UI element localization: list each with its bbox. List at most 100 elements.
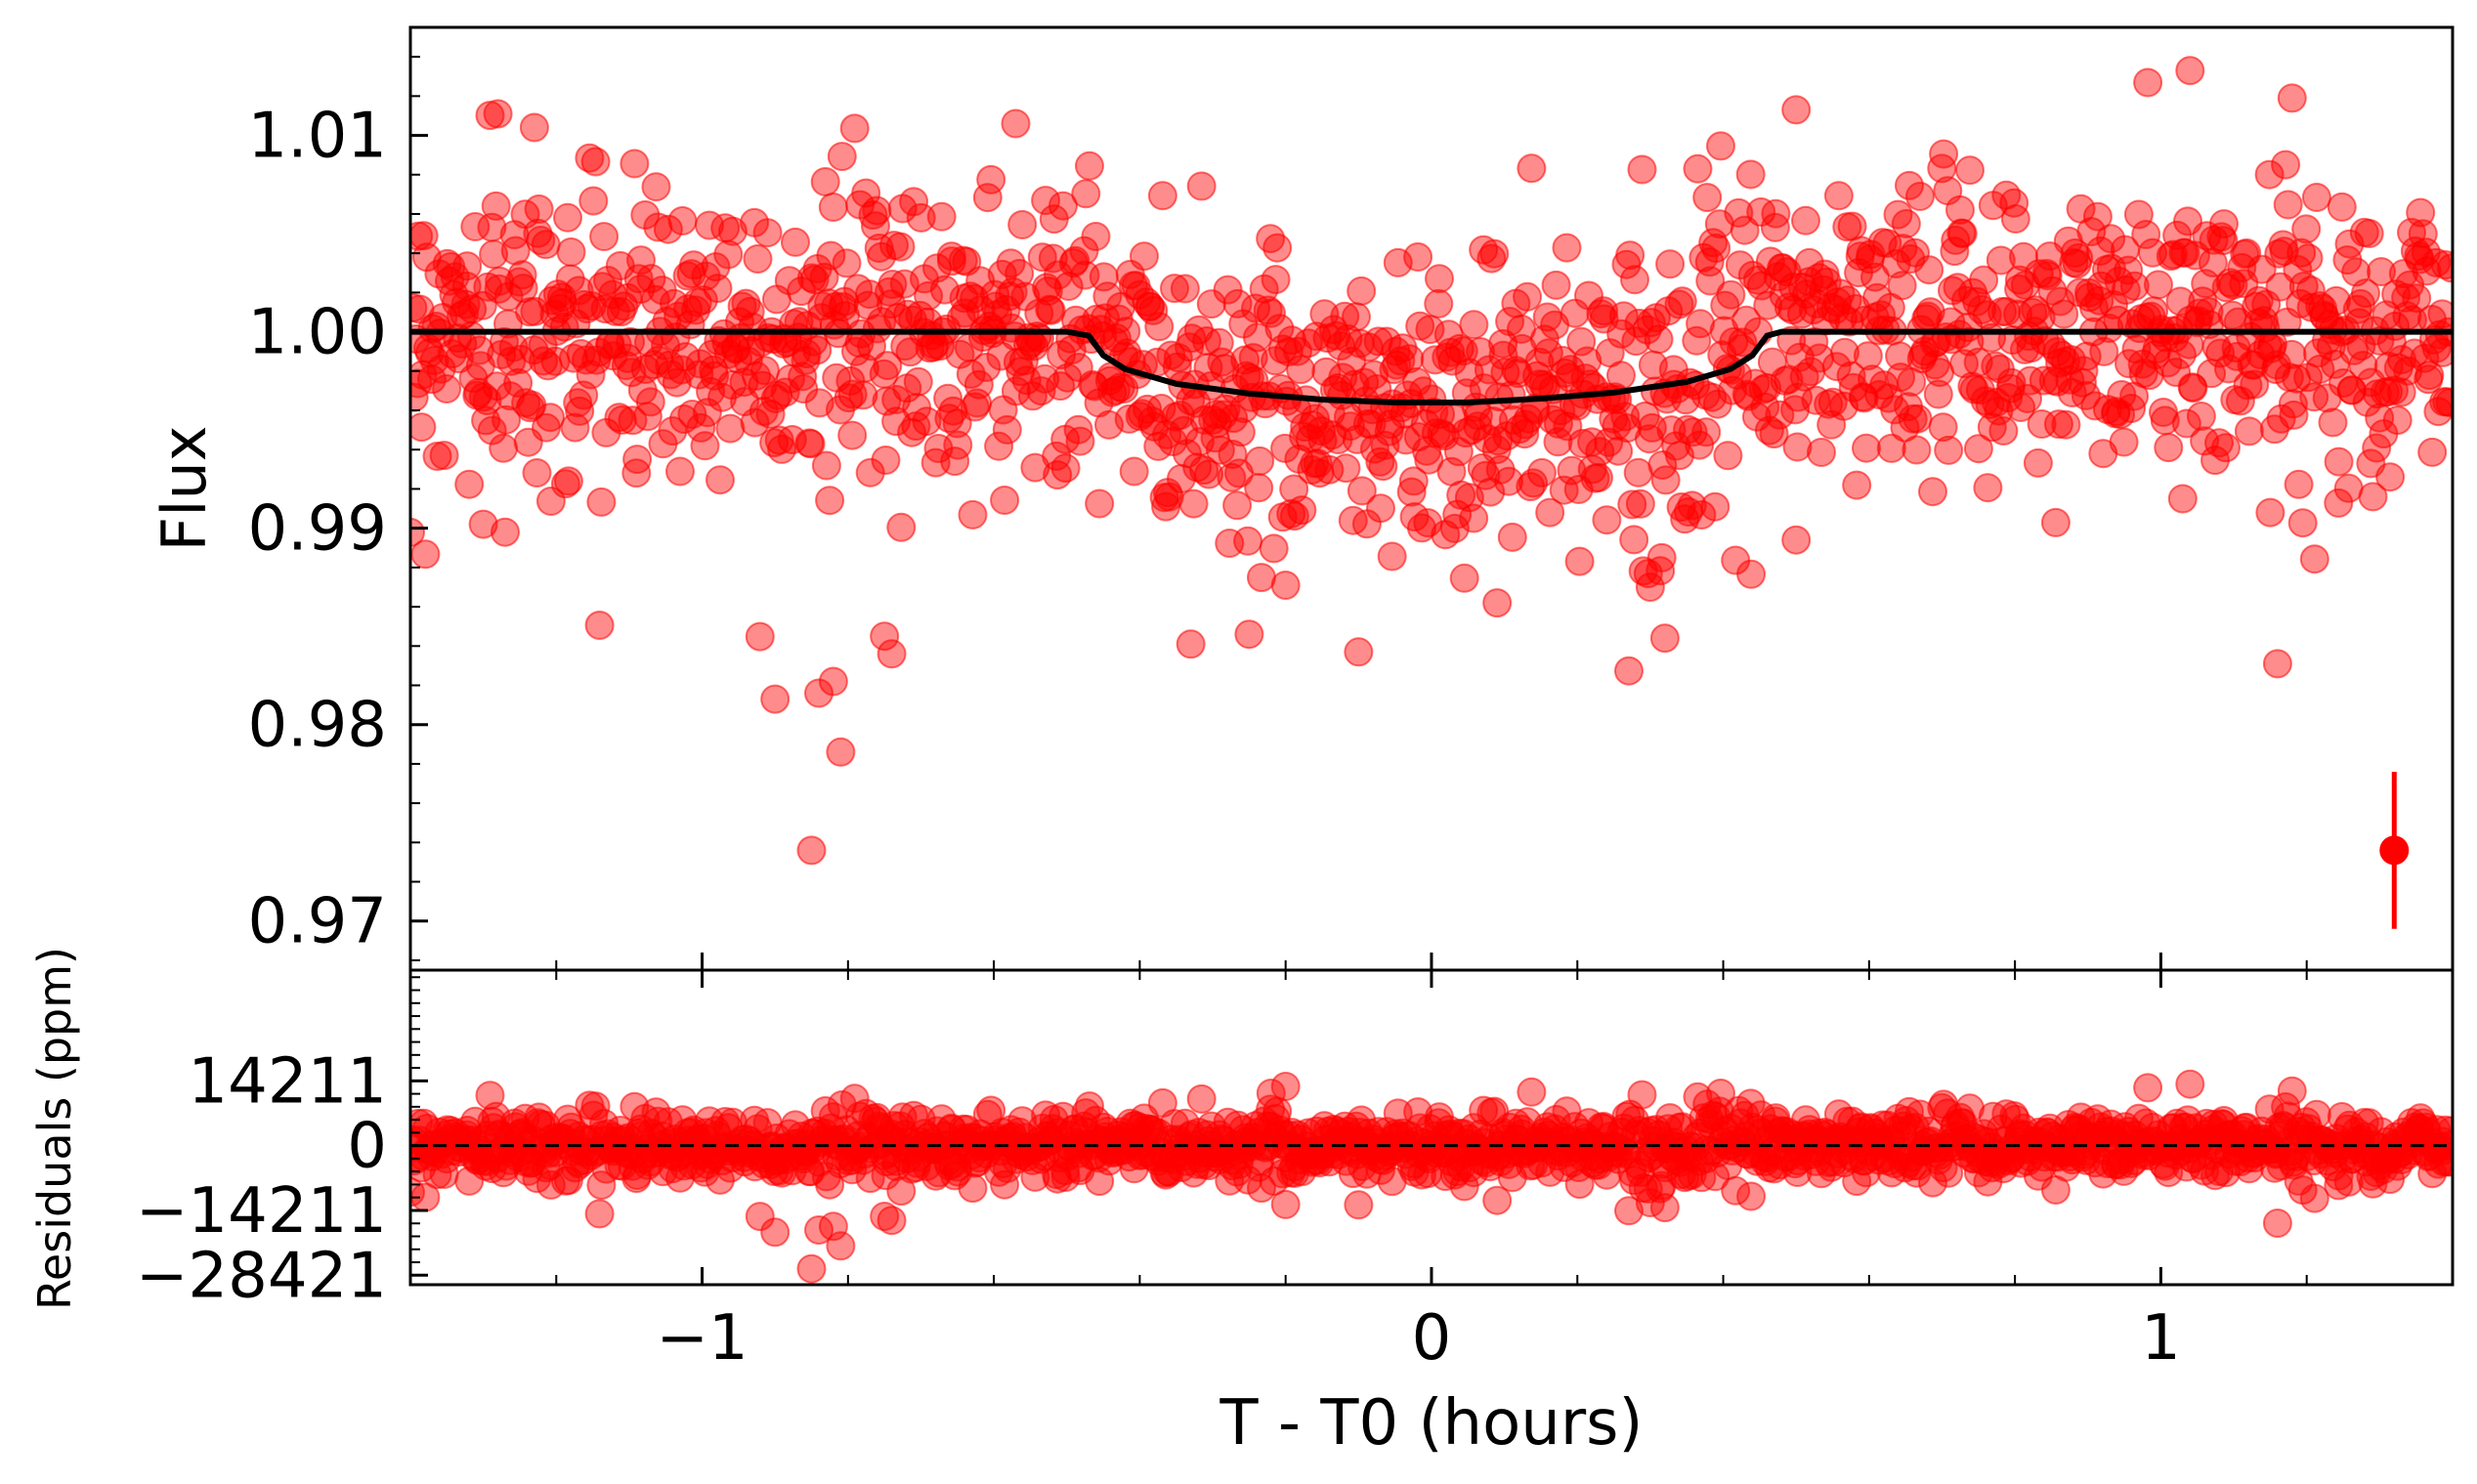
flux-point [653,214,683,244]
flux-outlier-point [818,666,848,697]
flux-point [2406,197,2436,228]
flux-point [1048,191,1078,221]
flux-point [1307,425,1338,455]
flux-point [1130,241,1159,272]
flux-point [1655,249,1686,279]
flux-point [1853,341,1883,371]
flux-point [743,244,773,274]
flux-point [586,487,617,517]
flux-point [1646,542,1677,572]
flux-point [1885,341,1915,371]
flux-point [2171,408,2201,439]
flux-point [1592,505,1622,535]
flux-point [2144,270,2173,300]
flux-point [1222,490,1253,521]
flux-point [2133,67,2163,98]
flux-point [1625,488,1655,519]
flux-point [1189,455,1219,486]
flux-point [731,288,761,318]
flux-point [1955,155,1985,186]
flux-point [1807,438,1836,467]
flux-point [2277,339,2307,369]
flux-point [1459,310,1489,340]
residual-outlier-point [876,1206,907,1236]
flux-point [556,237,586,267]
flux-point [1233,526,1263,556]
flux-point [837,420,868,450]
flux-outlier-point [1175,629,1206,659]
flux-point [1459,503,1489,533]
flux-outlier-point [1781,525,1812,555]
flux-point [2284,469,2314,499]
flux-point [1623,457,1653,488]
flux-point [1695,266,1726,296]
flux-point [1513,281,1543,312]
flux-tick-label: 0.98 [248,690,388,762]
flux-point [827,142,857,172]
flux-point [1759,419,1789,449]
flux-point [1567,429,1598,458]
flux-point [432,374,462,403]
flux-point [855,457,885,488]
flux-point [2327,191,2357,222]
flux-point [584,611,615,640]
flux-point [1533,338,1563,368]
flux-point [1973,473,2003,503]
flux-point [1063,414,1093,445]
flux-point [622,445,653,475]
flux-point [1728,327,1758,358]
flux-point [1479,238,1510,269]
flux-tick-label: 0.99 [248,493,388,566]
flux-point [750,356,780,386]
flux-point [2430,250,2453,280]
flux-point [1842,470,1872,500]
flux-point [2301,183,2331,212]
flux-point [2211,433,2241,463]
flux-point [873,351,903,381]
flux-point [679,250,708,280]
flux-point [547,287,577,318]
flux-point [2354,219,2384,248]
flux-point [2082,201,2113,232]
flux-point [795,429,826,459]
flux-point [2427,299,2453,329]
flux-point [1244,473,1274,503]
flux-outlier-point [519,112,549,143]
flux-point [1377,541,1407,572]
flux-point [1724,197,1754,228]
flux-axis-ticks: 0.97 0.98 0.99 1.00 1.01 [248,56,2454,970]
flux-point [1736,559,1767,589]
residual-point [958,1173,988,1204]
flux-point [1541,270,1571,300]
flux-point [849,353,879,383]
flux-point [715,413,746,444]
flux-point [755,400,786,429]
flux-point [2408,219,2438,249]
flux-point [635,387,665,417]
flux-point [1346,476,1377,506]
residual-point [2301,1099,2331,1129]
flux-point [1902,403,1933,434]
flux-point [2170,237,2200,268]
flux-point [1396,477,1427,507]
flux-point [607,404,637,435]
residual-point [586,1170,617,1201]
flux-point [877,270,908,299]
residual-outlier-point [826,1231,856,1261]
flux-point [686,412,716,443]
residual-tick-label: 14211 [188,1045,387,1118]
flux-point [1615,240,1645,271]
flux-point [460,212,491,241]
flux-point [1017,381,1047,411]
flux-tick-label: 1.01 [248,101,388,173]
flux-point [667,206,698,235]
flux-point [2324,446,2354,477]
flux-point [1923,379,1953,409]
flux-point [1257,298,1286,328]
flux-outlier-point [1234,619,1264,650]
flux-point [1424,288,1454,318]
flux-point [1901,435,1932,465]
residual-point [2133,1073,2163,1103]
flux-point [986,341,1016,371]
residual-tick-label: −28421 [136,1240,387,1312]
